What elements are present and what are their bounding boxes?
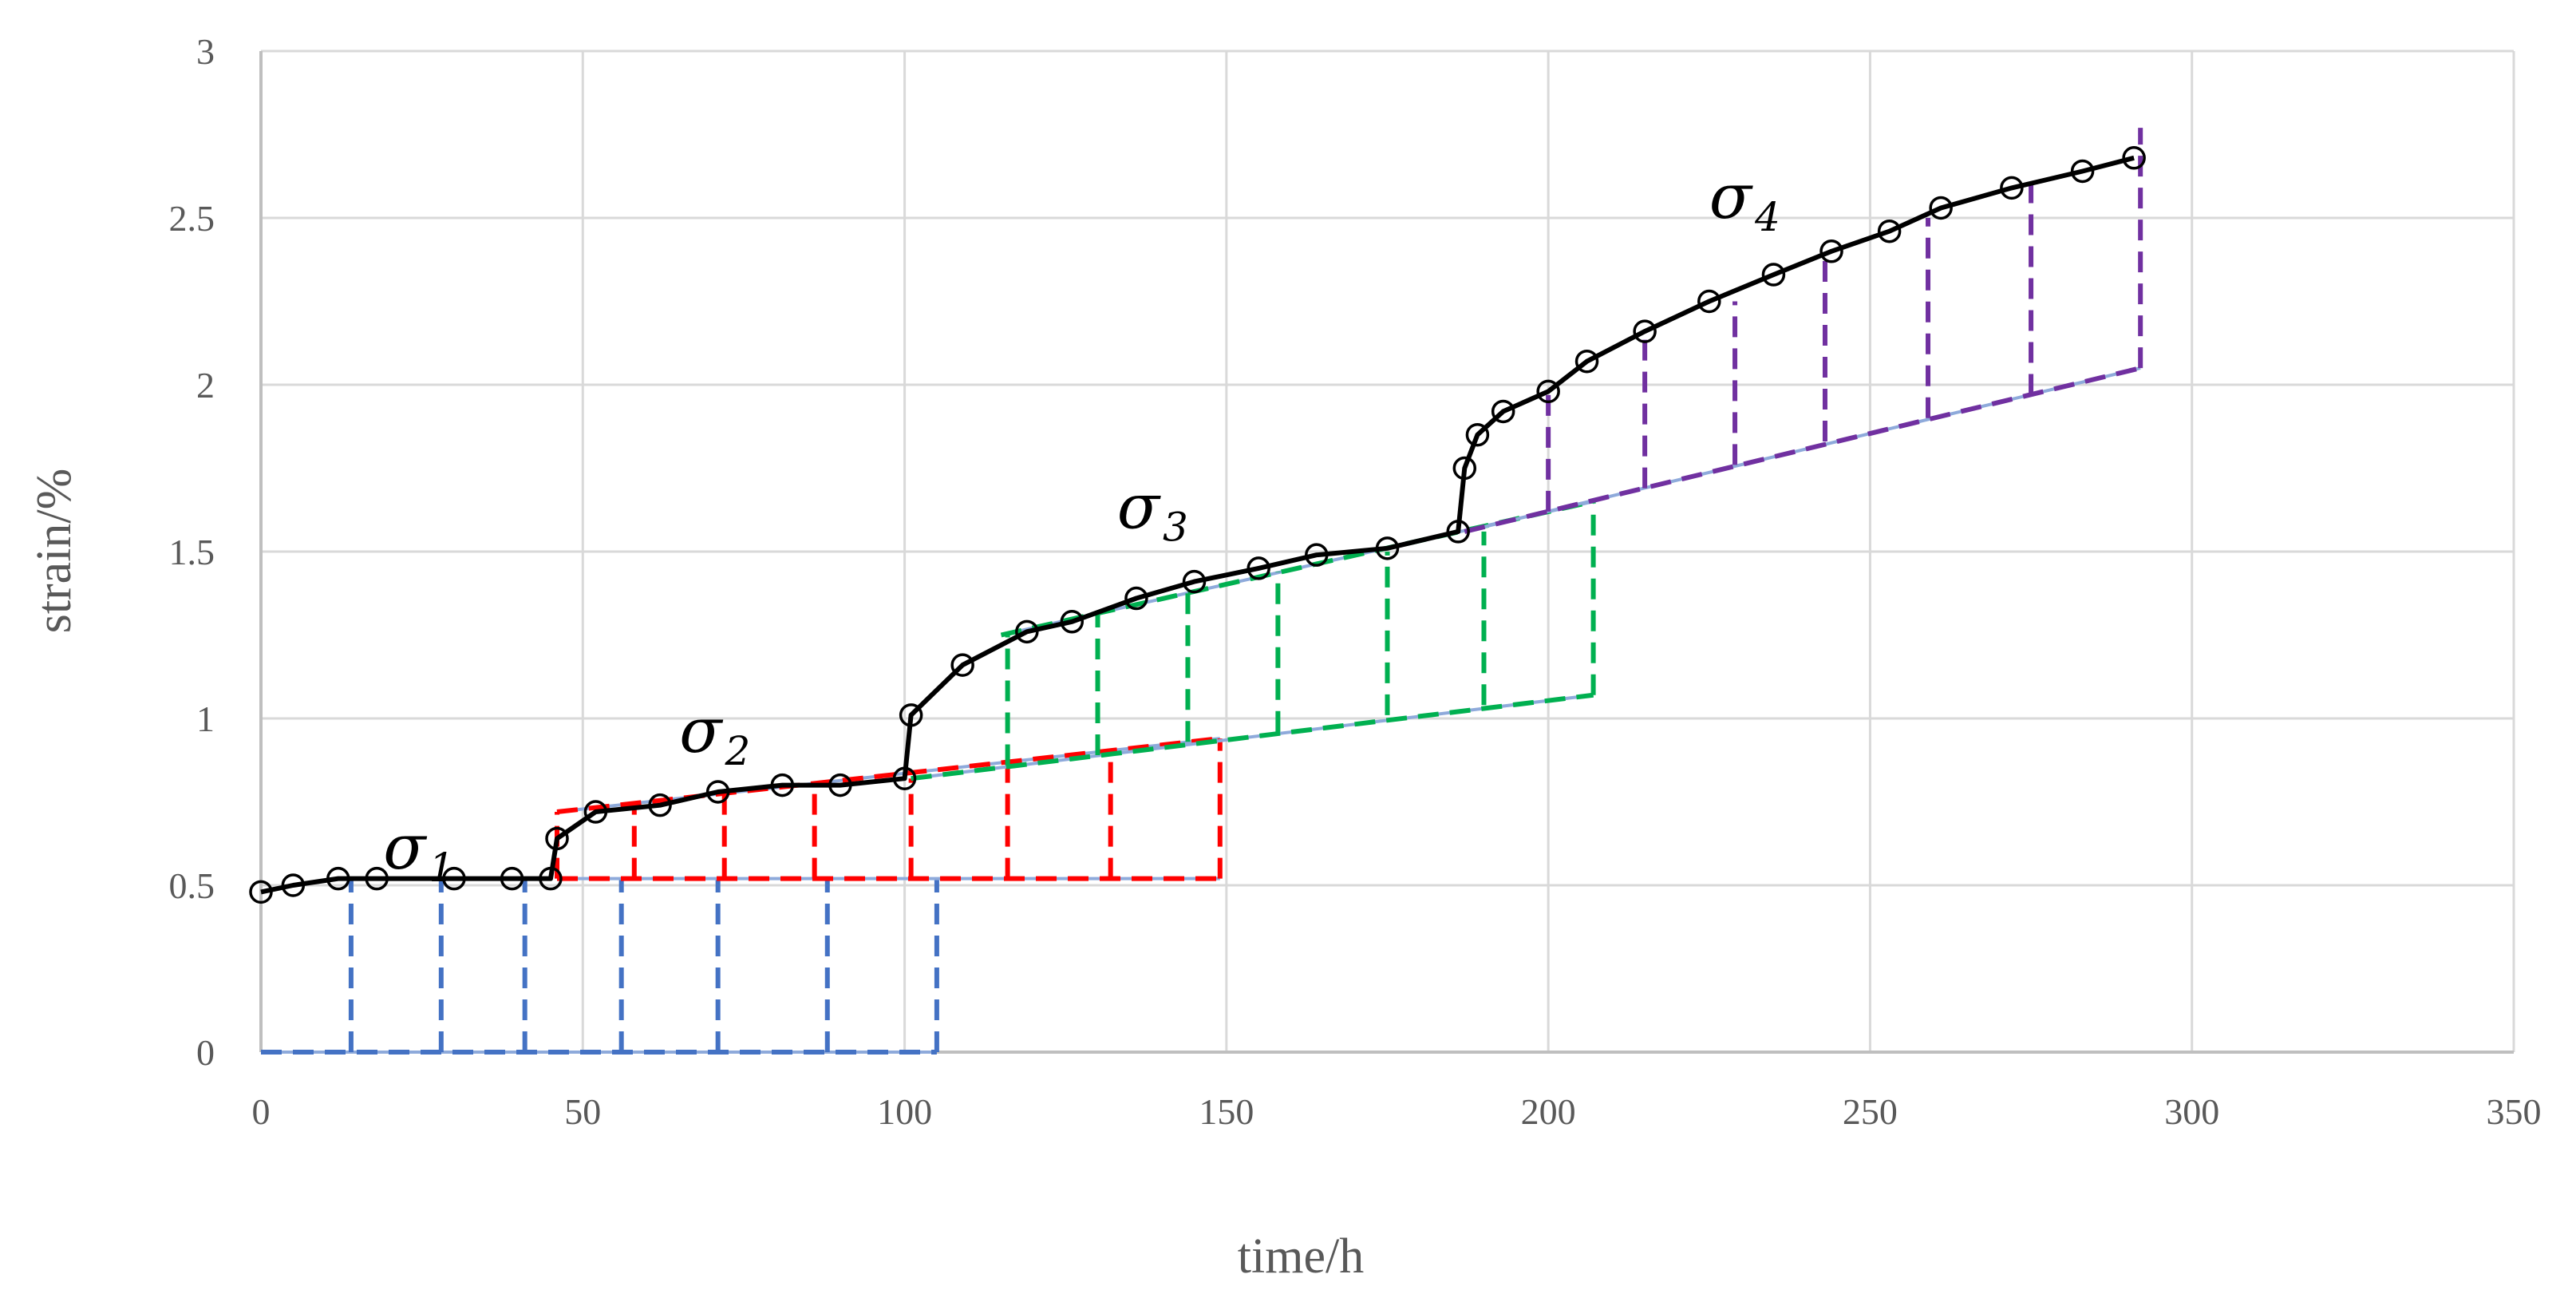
data-point (249, 880, 273, 904)
x-tick-label: 0 (252, 1091, 271, 1132)
data-point (2122, 146, 2146, 170)
data-point (1124, 586, 1148, 611)
data-point (950, 653, 974, 677)
data-point (545, 826, 569, 851)
data-point (2070, 159, 2095, 184)
data-point (1877, 219, 1902, 243)
x-tick-label: 150 (1199, 1091, 1254, 1132)
baseline-dashed (1464, 366, 2141, 534)
data-point (1819, 239, 1843, 263)
data-point (326, 866, 350, 891)
x-tick-label: 100 (877, 1091, 932, 1132)
data-point (500, 866, 524, 891)
data-point (1015, 619, 1039, 644)
sigma-subscript: 2 (725, 728, 751, 774)
baseline-dashed (911, 692, 1594, 782)
y-tick-label: 1 (196, 698, 215, 739)
data-point (705, 780, 730, 804)
data-point (770, 773, 795, 797)
data-point (1182, 569, 1207, 594)
data-point (1633, 319, 1657, 343)
strain-curve (249, 146, 2146, 904)
data-point (892, 766, 917, 790)
x-axis-title: time/h (1238, 1229, 1364, 1284)
data-point (1446, 520, 1470, 544)
sigma-label: σ4 (1709, 161, 1780, 240)
y-tick-label: 0.5 (169, 865, 215, 906)
data-point (2000, 176, 2024, 200)
data-point (828, 773, 852, 797)
sigma-subscript: 1 (429, 845, 454, 891)
data-point (539, 866, 563, 891)
y-tick-label: 1.5 (169, 532, 215, 572)
x-tick-label: 350 (2487, 1091, 2542, 1132)
sigma-subscript: 3 (1163, 505, 1188, 551)
data-point (1452, 456, 1477, 481)
data-point (1060, 610, 1085, 634)
data-point (1375, 536, 1400, 560)
data-point (1574, 349, 1599, 374)
sigma-subscript: 4 (1754, 194, 1780, 240)
data-point (365, 866, 389, 891)
y-tick-label: 3 (196, 31, 215, 72)
sigma-label: σ1 (383, 812, 454, 891)
x-tick-label: 300 (2164, 1091, 2219, 1132)
data-point (442, 866, 466, 891)
data-point (1761, 263, 1786, 287)
y-tick-label: 2 (196, 365, 215, 406)
tick-labels: 0 50 100 150 200 250 300 350 0 0.5 1 1.5 2 2.5 3 (169, 31, 2542, 1132)
annotations: σ1 σ2 σ3 σ4 (383, 161, 1780, 891)
data-point (583, 800, 608, 824)
x-tick-label: 250 (1843, 1091, 1898, 1132)
strain-line (260, 155, 2135, 895)
data-point (648, 793, 672, 817)
sigma-label: σ2 (679, 695, 750, 774)
data-point (899, 703, 923, 727)
data-point (1536, 379, 1560, 404)
data-point (1247, 556, 1270, 580)
y-tick-label: 2.5 (169, 198, 215, 239)
x-tick-label: 50 (564, 1091, 601, 1132)
y-axis-title: strain/% (27, 469, 81, 634)
gridlines (259, 49, 2515, 1054)
x-tick-label: 200 (1521, 1091, 1576, 1132)
data-point (1465, 422, 1490, 447)
data-point (1697, 289, 1721, 314)
y-tick-label: 0 (196, 1032, 215, 1073)
data-point (1929, 196, 1953, 220)
data-point (281, 873, 306, 897)
data-point (1491, 399, 1515, 424)
sigma-label: σ3 (1117, 472, 1188, 551)
data-point (1305, 543, 1329, 567)
